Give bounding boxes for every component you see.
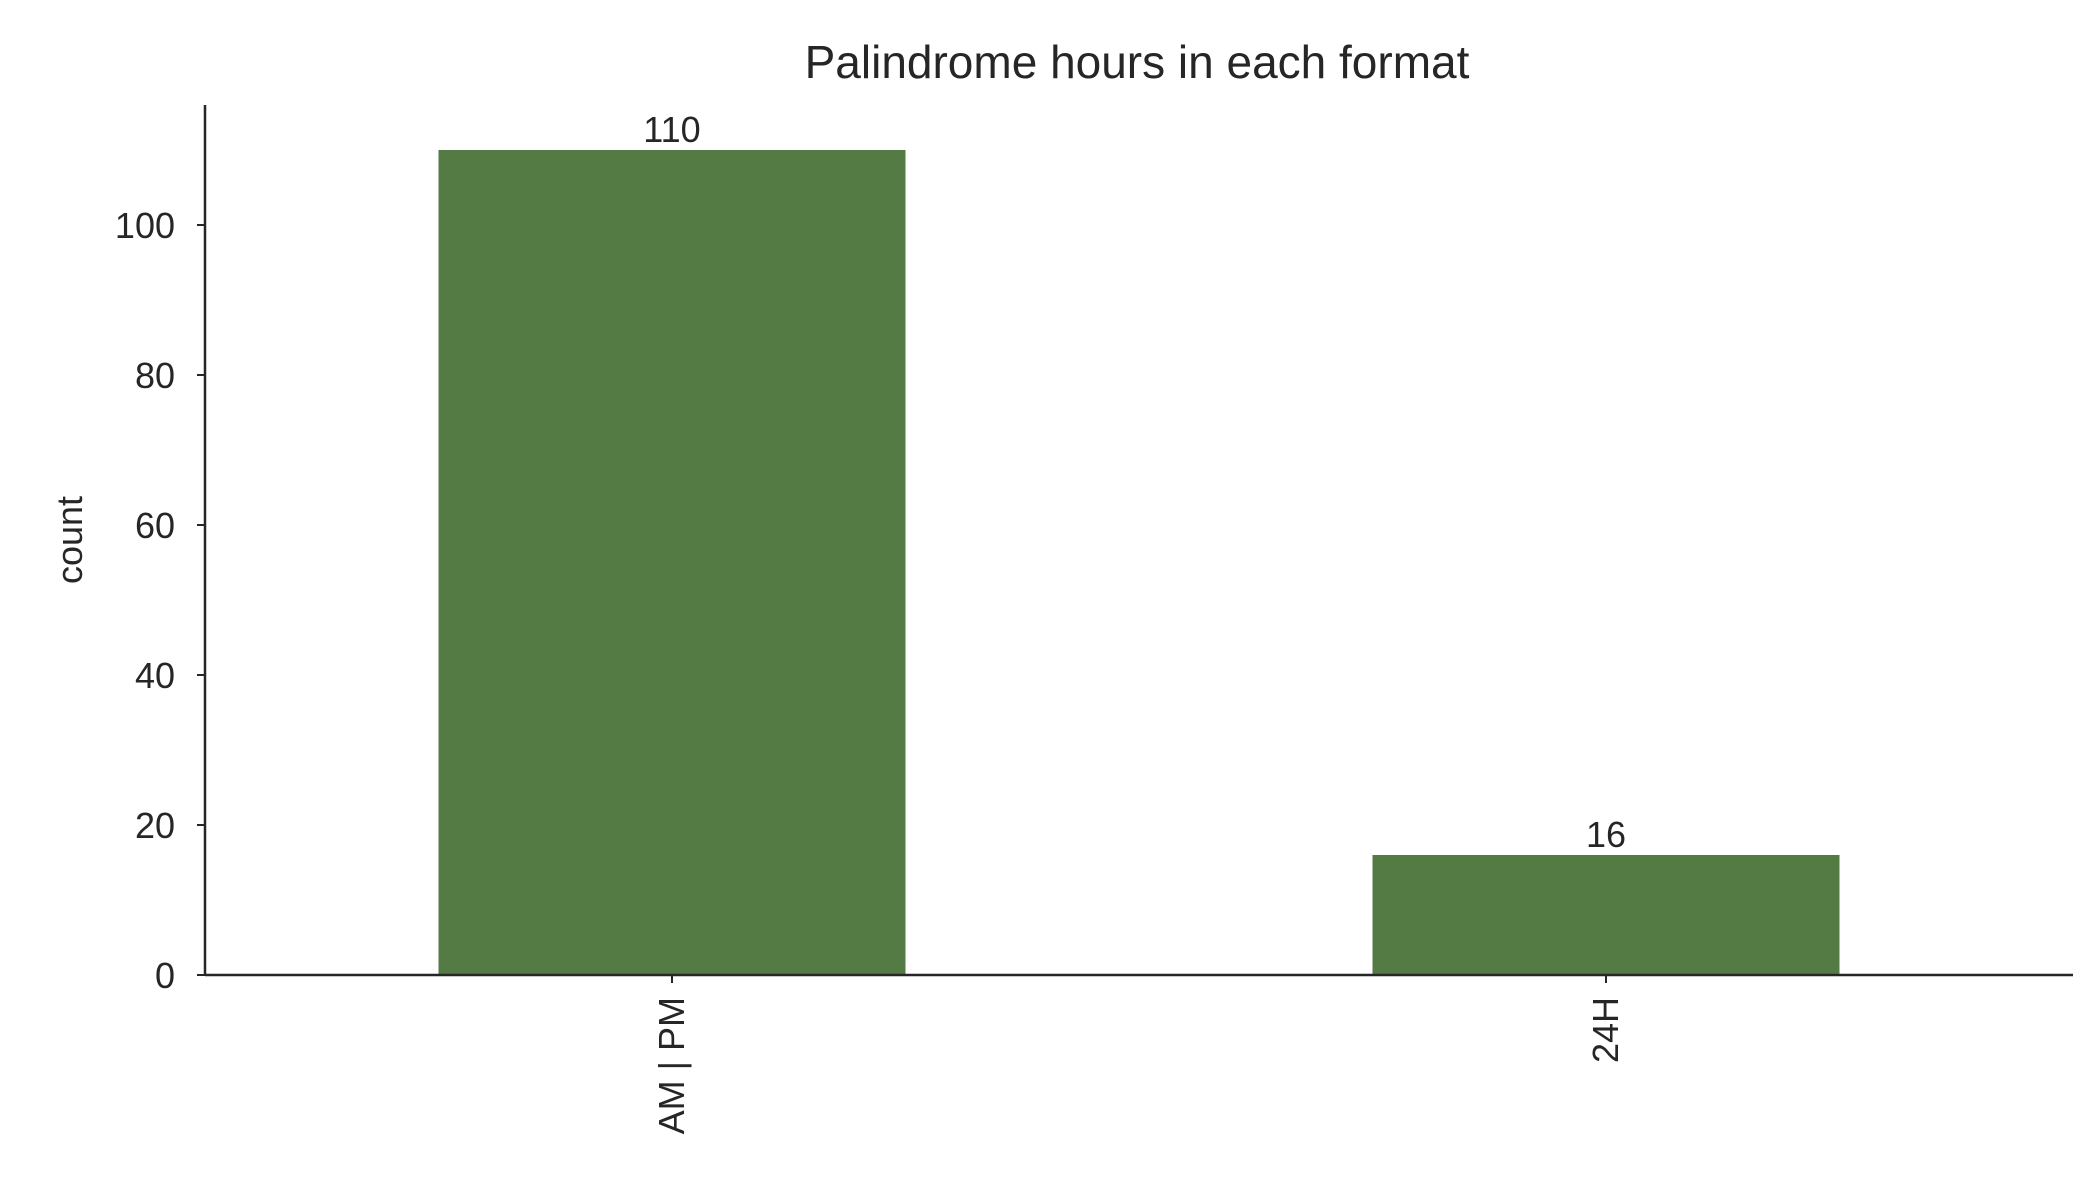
y-tick-label: 40 bbox=[135, 655, 175, 696]
bar-value-label: 16 bbox=[1586, 814, 1626, 855]
bar-value-label: 110 bbox=[643, 109, 700, 150]
chart-title: Palindrome hours in each format bbox=[805, 36, 1470, 88]
y-axis-label: count bbox=[49, 496, 90, 584]
y-tick-label: 60 bbox=[135, 505, 175, 546]
bar bbox=[438, 150, 906, 975]
bar bbox=[1372, 855, 1840, 975]
x-axis-ticks: AM | PM 24H bbox=[651, 975, 1626, 1134]
x-tick-label: 24H bbox=[1585, 997, 1626, 1063]
y-tick-label: 0 bbox=[155, 955, 175, 996]
bar-labels: 110 16 bbox=[643, 109, 1626, 855]
y-tick-label: 20 bbox=[135, 805, 175, 846]
y-tick-label: 100 bbox=[115, 205, 175, 246]
y-axis-ticks: 0 20 40 60 80 100 bbox=[115, 205, 205, 996]
bars bbox=[438, 150, 1840, 975]
x-tick-label: AM | PM bbox=[651, 997, 692, 1134]
y-tick-label: 80 bbox=[135, 355, 175, 396]
